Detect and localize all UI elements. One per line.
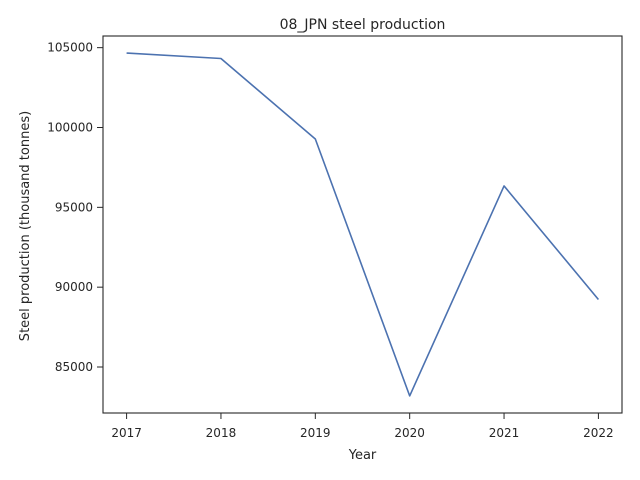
x-tick-label: 2021 <box>489 426 520 440</box>
chart-title: 08_JPN steel production <box>280 17 446 33</box>
x-tick-label: 2022 <box>583 426 614 440</box>
plot-frame <box>102 35 623 414</box>
y-tick-label: 95000 <box>55 200 93 214</box>
y-axis-label: Steel production (thousand tonnes) <box>18 111 33 341</box>
x-tick-label: 2018 <box>206 426 237 440</box>
x-tick-label: 2020 <box>394 426 425 440</box>
series-line <box>126 52 600 397</box>
plot-area: 2017 2018 2019 2020 2021 2022 85000 90000 95000 1… <box>47 35 623 440</box>
y-tick-label: 100000 <box>47 120 93 134</box>
x-tick-label: 2017 <box>111 426 142 440</box>
y-tick-label: 105000 <box>47 41 93 55</box>
y-tick-label: 90000 <box>55 280 93 294</box>
x-axis-label: Year <box>348 448 377 463</box>
y-tick-label: 85000 <box>55 360 93 374</box>
x-tick-label: 2019 <box>300 426 331 440</box>
